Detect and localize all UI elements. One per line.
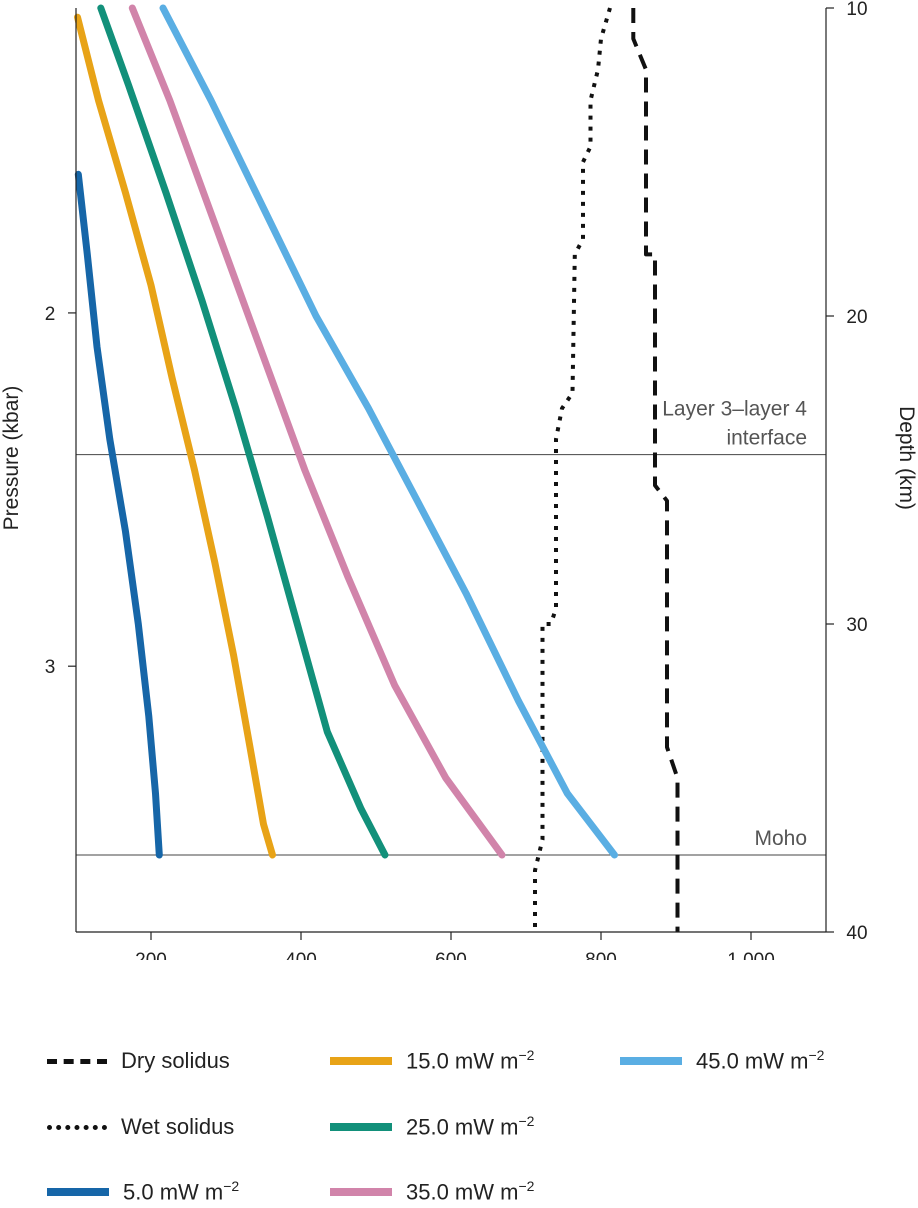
legend-swatch-45mw: [620, 1057, 682, 1065]
legend-item-35mw: 35.0 mW m−2: [330, 1176, 534, 1208]
legend-item-15mw: 15.0 mW m−2: [330, 1045, 534, 1077]
x-tick-label: 1,000: [727, 950, 775, 960]
x-tick-label: 800: [585, 950, 617, 960]
annotation-label: interface: [726, 427, 807, 450]
legend-label: 45.0 mW m−2: [696, 1047, 825, 1074]
series-line-15-0-mw-m: [74, 13, 276, 859]
geotherm-chart: Layer 3–layer 4 interface Moho 200 400 600 800…: [0, 0, 918, 960]
legend: Dry solidus 15.0 mW m−2 45.0 mW m−2 Wet …: [0, 1030, 918, 1205]
right-tick-label: 30: [846, 615, 867, 636]
legend-swatch-15mw: [330, 1057, 392, 1065]
left-tick-label: 3: [45, 657, 56, 678]
legend-label: 5.0 mW m−2: [123, 1178, 240, 1205]
series-lines: [74, 4, 680, 932]
legend-item-5mw: 5.0 mW m−2: [47, 1176, 239, 1208]
legend-label: 35.0 mW m−2: [406, 1178, 535, 1205]
legend-swatch-35mw: [330, 1188, 392, 1196]
series-line-5-0-mw-m: [74, 170, 163, 859]
right-tick-label: 40: [846, 923, 867, 944]
left-tick-label: 2: [45, 304, 56, 325]
legend-label: Dry solidus: [121, 1048, 230, 1073]
reference-lines: [76, 454, 826, 856]
legend-label: 15.0 mW m−2: [406, 1047, 535, 1074]
legend-item-dry-solidus: Dry solidus: [47, 1045, 230, 1077]
series-line-dry-solidus: [631, 8, 680, 932]
x-tick-label: 400: [285, 950, 317, 960]
legend-swatch-5mw: [47, 1188, 109, 1196]
series-line-25-0-mw-m: [97, 4, 389, 859]
legend-item-wet-solidus: Wet solidus: [47, 1111, 234, 1143]
legend-item-25mw: 25.0 mW m−2: [330, 1111, 534, 1143]
legend-item-45mw: 45.0 mW m−2: [620, 1045, 824, 1077]
series-line-wet-solidus: [533, 7, 612, 932]
right-tick-label: 10: [846, 0, 867, 20]
right-tick-label: 20: [846, 307, 867, 328]
chart-labels: Layer 3–layer 4 interface Moho 200 400 600 800…: [0, 0, 918, 960]
legend-swatch-wet-solidus: [47, 1124, 107, 1130]
annotation-label: Layer 3–layer 4: [662, 398, 807, 421]
series-line-45-0-mw-m: [159, 4, 618, 859]
annotation-label: Moho: [754, 827, 807, 850]
legend-swatch-25mw: [330, 1123, 392, 1131]
series-line-35-0-mw-m: [128, 4, 506, 859]
legend-label: Wet solidus: [121, 1114, 235, 1139]
right-axis-title: Depth (km): [895, 406, 918, 510]
axes: [68, 7, 834, 940]
x-tick-label: 200: [135, 950, 167, 960]
legend-label: 25.0 mW m−2: [406, 1113, 535, 1140]
left-axis-title: Pressure (kbar): [0, 386, 23, 531]
legend-swatch-dry-solidus: [47, 1058, 107, 1064]
x-tick-label: 600: [435, 950, 467, 960]
